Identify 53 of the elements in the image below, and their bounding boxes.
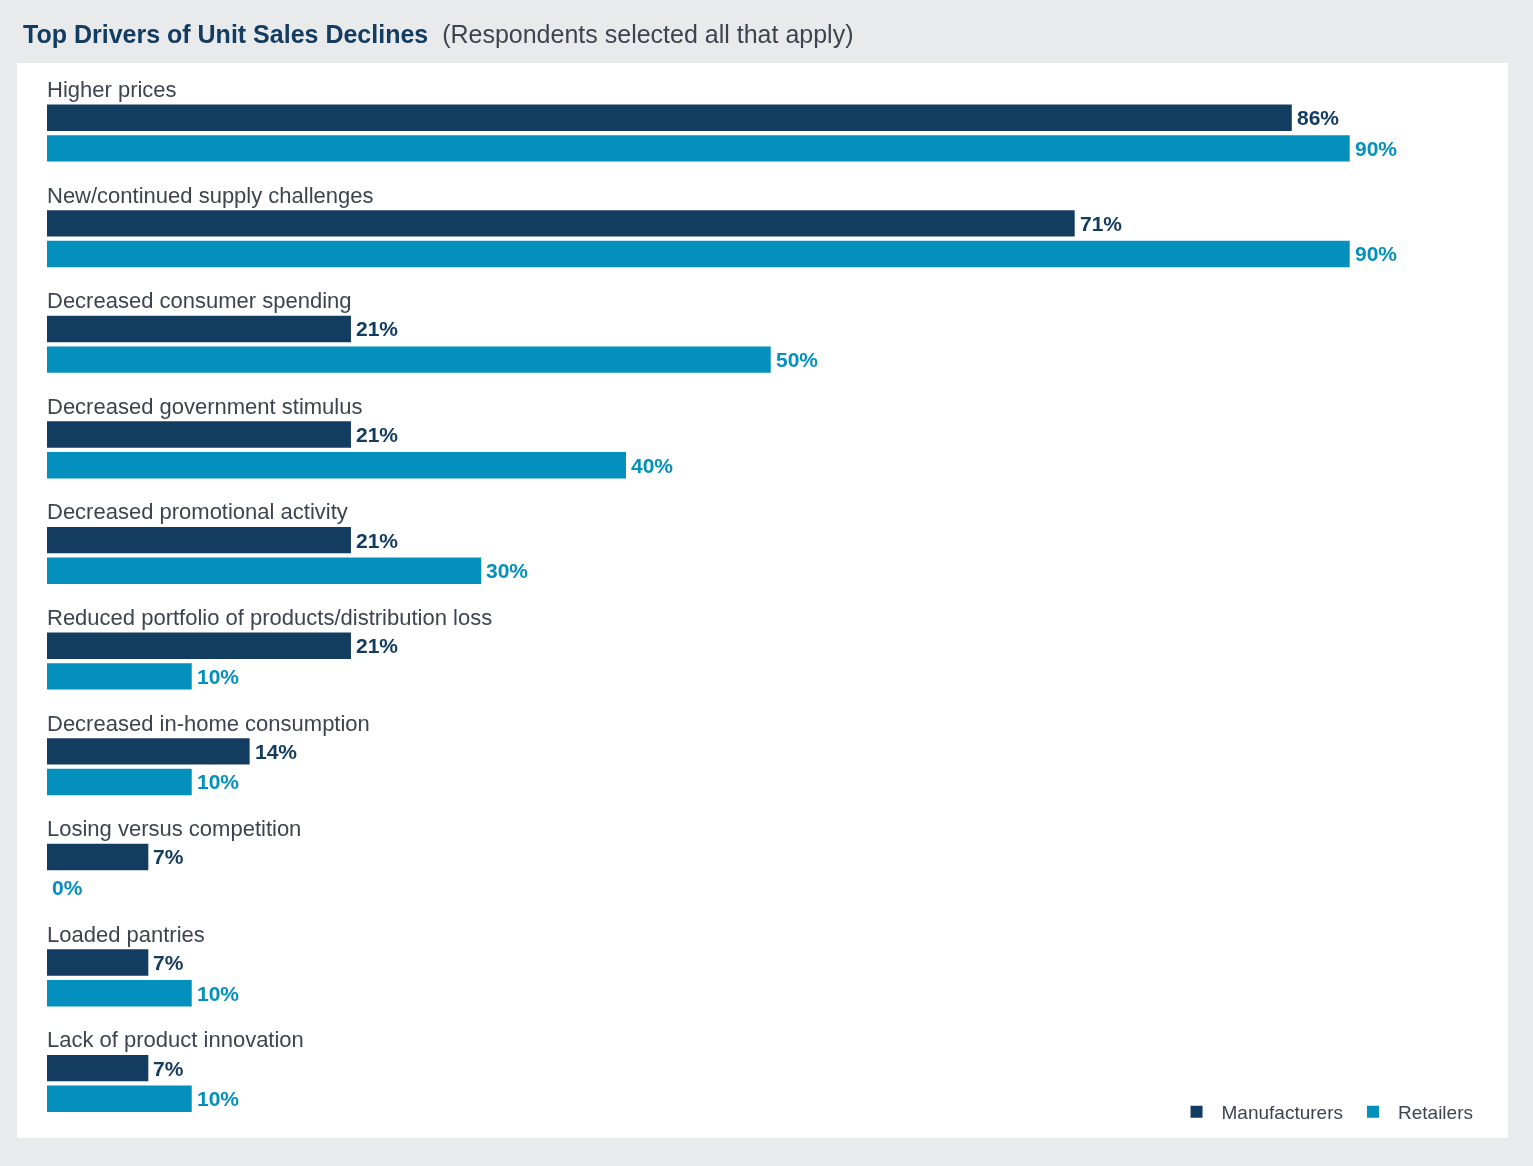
data-label: 0%	[52, 876, 83, 899]
data-label: 30%	[486, 559, 529, 582]
bar	[47, 632, 351, 659]
bar	[47, 663, 192, 690]
bar	[47, 135, 1350, 162]
data-label: 10%	[197, 982, 240, 1005]
y-tick-label: Losing versus competition	[47, 816, 302, 841]
bar	[47, 557, 482, 584]
bar	[47, 979, 192, 1007]
data-label: 14%	[255, 740, 298, 763]
data-label: 7%	[153, 845, 184, 868]
y-tick-label: Loaded pantries	[47, 922, 205, 947]
data-label: 7%	[153, 951, 184, 974]
data-label: 71%	[1080, 212, 1123, 235]
bar	[47, 738, 250, 765]
chart-title: Top Drivers of Unit Sales Declines	[23, 19, 429, 48]
data-label: 10%	[197, 1087, 240, 1110]
bar	[47, 240, 1350, 268]
bar	[47, 1054, 149, 1082]
bar	[47, 949, 149, 976]
data-label: 21%	[356, 634, 399, 657]
data-label: 10%	[197, 665, 240, 688]
y-tick-label: Lack of product innovation	[47, 1027, 304, 1052]
data-label: 40%	[631, 454, 674, 477]
legend-label: Manufacturers	[1221, 1102, 1343, 1124]
chart-subtitle: (Respondents selected all that apply)	[442, 19, 854, 48]
bar	[47, 315, 351, 343]
data-label: 10%	[197, 770, 240, 793]
data-label: 7%	[153, 1057, 184, 1080]
data-label: 90%	[1355, 242, 1398, 265]
bar	[47, 210, 1075, 237]
legend-label: Retailers	[1397, 1102, 1473, 1124]
y-tick-label: Decreased government stimulus	[47, 394, 363, 419]
bar	[47, 104, 1292, 131]
y-tick-label: Decreased in-home consumption	[47, 711, 370, 736]
bar	[47, 346, 771, 373]
bar	[47, 768, 192, 796]
data-label: 90%	[1355, 137, 1398, 160]
bar	[47, 451, 626, 479]
y-tick-label: New/continued supply challenges	[47, 183, 374, 208]
bar	[47, 421, 351, 448]
data-label: 21%	[356, 317, 399, 340]
bar	[47, 1085, 192, 1112]
bar	[47, 843, 149, 871]
data-label: 21%	[356, 423, 399, 446]
y-tick-label: Reduced portfolio of products/distribution loss	[47, 605, 493, 630]
bar	[47, 526, 351, 554]
data-label: 21%	[356, 529, 399, 552]
data-label: 50%	[776, 348, 819, 371]
y-tick-label: Higher prices	[47, 77, 177, 102]
data-label: 86%	[1297, 106, 1340, 129]
y-tick-label: Decreased consumer spending	[47, 288, 352, 313]
y-tick-label: Decreased promotional activity	[47, 499, 348, 524]
